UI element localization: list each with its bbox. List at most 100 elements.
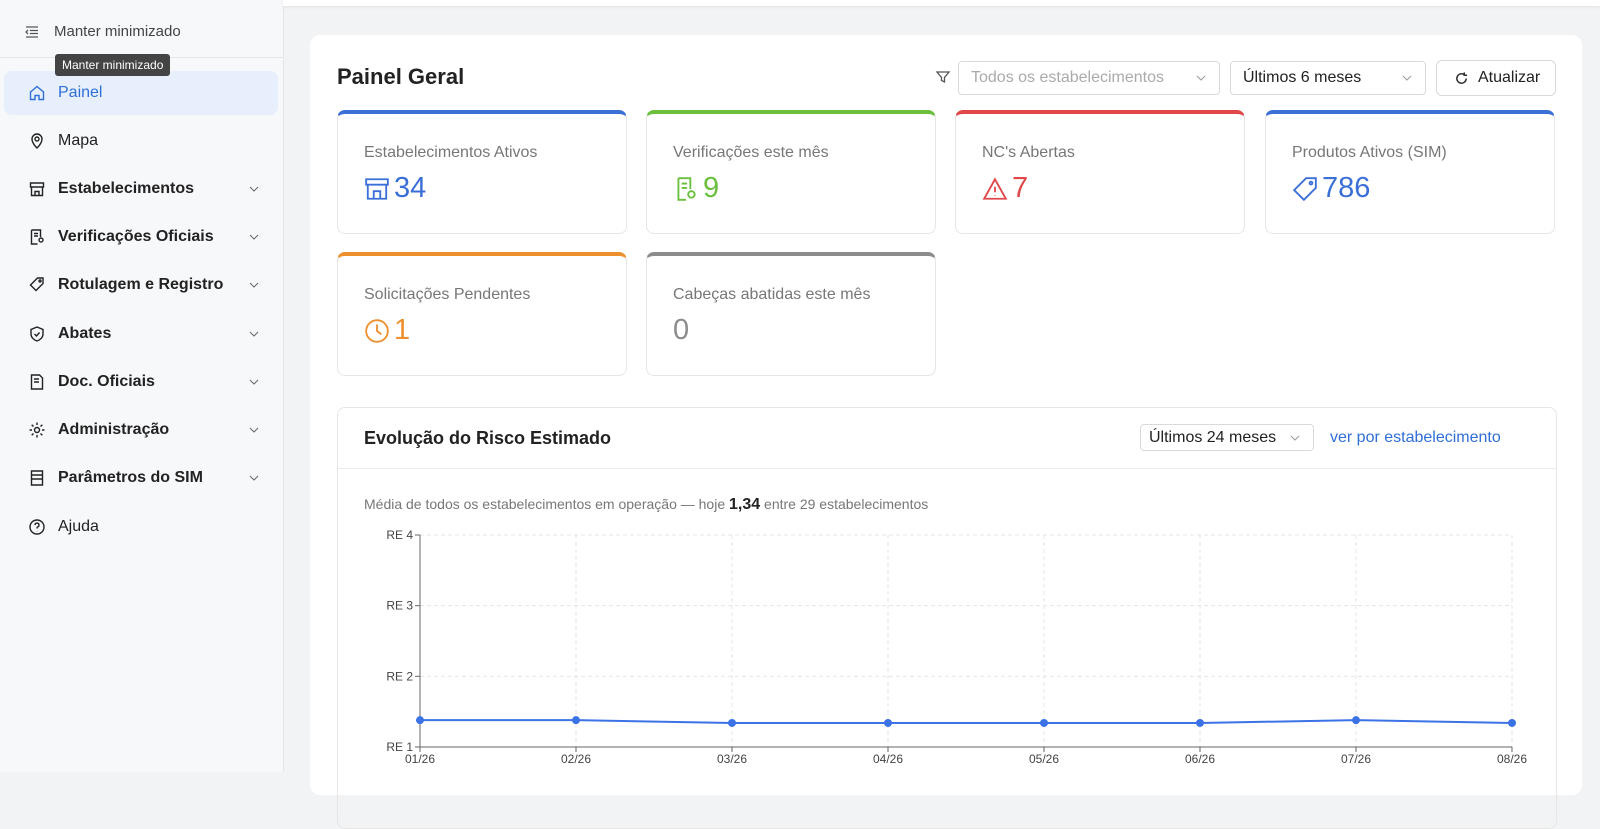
kpi-value-row: 34 bbox=[364, 172, 426, 205]
chevron bbox=[249, 331, 259, 337]
card-title: Evolução do Risco Estimado bbox=[364, 428, 612, 448]
nav-icon bbox=[29, 519, 45, 535]
x-tick-label: 02/26 bbox=[561, 752, 591, 766]
collapse-toggle[interactable]: Manter minimizado bbox=[24, 23, 181, 40]
kpi-value: 786 bbox=[1322, 172, 1371, 204]
period-select[interactable]: Últimos 6 meses bbox=[1230, 61, 1426, 95]
nav-icon bbox=[31, 133, 43, 149]
x-tick-label: 06/26 bbox=[1185, 752, 1215, 766]
nav-label: Doc. Oficiais bbox=[58, 373, 155, 390]
data-point bbox=[1352, 716, 1360, 725]
collapse-icon bbox=[25, 25, 38, 38]
nav-label: Abates bbox=[58, 325, 112, 342]
collapse-label: Manter minimizado bbox=[54, 23, 181, 40]
link[interactable]: ver por estabelecimento bbox=[1330, 429, 1501, 446]
data-point bbox=[1196, 718, 1204, 727]
data-line bbox=[420, 719, 1513, 724]
sidebar: Manter minimizado Painel Mapa Estabelecime… bbox=[0, 0, 284, 772]
nav-item[interactable]: Rotulagem e Registro bbox=[4, 263, 278, 307]
kpi-label: Cabeças abatidas este mês bbox=[673, 286, 871, 303]
nav-icon bbox=[30, 326, 44, 342]
data-point bbox=[416, 716, 424, 725]
x-tick-label: 08/26 bbox=[1497, 752, 1527, 766]
nav-item[interactable]: Doc. Oficiais bbox=[4, 360, 278, 404]
page-title: Painel Geral bbox=[337, 64, 465, 89]
x-tick-label: 05/26 bbox=[1029, 752, 1059, 766]
kpi-card: Produtos Ativos (SIM) 786 bbox=[1265, 110, 1555, 234]
kpi-value-row: 1 bbox=[364, 314, 410, 347]
kpi-value: 1 bbox=[394, 314, 411, 346]
select-value: Últimos 6 meses bbox=[1243, 69, 1362, 86]
filter-icon bbox=[935, 71, 951, 84]
kpi-value-row: 9 bbox=[673, 172, 719, 205]
button-label: Atualizar bbox=[1478, 69, 1541, 86]
data-point bbox=[572, 716, 580, 725]
kpi-value-row: 7 bbox=[982, 172, 1028, 205]
kpi-icon bbox=[365, 177, 389, 200]
nav-icon bbox=[29, 422, 45, 438]
nav-icon bbox=[29, 85, 45, 101]
y-tick-label: RE 4 bbox=[386, 528, 413, 542]
nav-label: Parâmetros do SIM bbox=[58, 469, 203, 486]
kpi-value: 0 bbox=[673, 314, 690, 346]
risk-card: Evolução do Risco Estimado Últimos 24 me… bbox=[337, 407, 1557, 829]
nav-item[interactable]: Administração bbox=[4, 408, 278, 452]
nav-label: Estabelecimentos bbox=[58, 180, 195, 197]
kpi-card: NC's Abertas 7 bbox=[955, 110, 1245, 234]
chevron bbox=[249, 234, 259, 240]
nav-icon bbox=[29, 182, 45, 197]
kpi-icon bbox=[1292, 176, 1317, 201]
kpi-value-row: 786 bbox=[1292, 172, 1370, 205]
range-select[interactable]: Últimos 24 meses bbox=[1140, 424, 1314, 451]
nav-item[interactable]: Parâmetros do SIM bbox=[4, 456, 278, 500]
nav-item[interactable]: Verificações Oficiais bbox=[4, 215, 278, 259]
chevron bbox=[249, 379, 259, 385]
chevron bbox=[1196, 75, 1206, 81]
refresh-button[interactable]: Atualizar bbox=[1436, 60, 1556, 96]
y-tick-label: RE 1 bbox=[386, 740, 413, 754]
nav-label: Painel bbox=[58, 84, 103, 101]
kpi-label: Solicitações Pendentes bbox=[364, 286, 531, 303]
chart: RE 1 RE 2 RE 3 RE 4 01/26 02/26 03/26 04/26 05/2… bbox=[386, 528, 1527, 766]
nav-item[interactable]: Mapa bbox=[4, 119, 278, 163]
establishment-select[interactable]: Todos os estabelecimentos bbox=[958, 61, 1220, 95]
kpi-value: 7 bbox=[1012, 172, 1029, 204]
nav-item[interactable]: Estabelecimentos bbox=[4, 167, 278, 211]
chevron bbox=[249, 282, 259, 288]
chart-subtitle: Média de todos os estabelecimentos em op… bbox=[364, 496, 928, 514]
tooltip: Manter minimizado bbox=[55, 54, 171, 76]
select-value: Últimos 24 meses bbox=[1149, 428, 1277, 446]
nav-item[interactable]: Painel bbox=[4, 71, 278, 115]
refresh-icon bbox=[1456, 71, 1468, 84]
nav-label: Verificações Oficiais bbox=[58, 228, 214, 245]
chevron bbox=[249, 186, 259, 192]
data-point bbox=[1040, 718, 1048, 727]
kpi-value: 9 bbox=[703, 172, 720, 204]
x-tick-label: 01/26 bbox=[405, 752, 435, 766]
chevron bbox=[249, 427, 259, 433]
nav-label: Ajuda bbox=[58, 518, 99, 535]
nav-icon bbox=[30, 374, 44, 390]
nav-label: Rotulagem e Registro bbox=[58, 276, 224, 293]
select-placeholder: Todos os estabelecimentos bbox=[971, 69, 1164, 86]
kpi-value: 34 bbox=[394, 172, 427, 204]
kpi-icon bbox=[365, 318, 389, 343]
kpi-card: Solicitações Pendentes 1 bbox=[337, 252, 627, 376]
today-value: 1,34 bbox=[729, 496, 761, 513]
chevron bbox=[249, 475, 259, 481]
y-tick-label: RE 3 bbox=[386, 599, 413, 613]
kpi-icon bbox=[677, 176, 696, 201]
data-point bbox=[1508, 718, 1516, 727]
nav-icon bbox=[29, 277, 44, 292]
nav-item[interactable]: Ajuda bbox=[4, 505, 278, 549]
nav-item[interactable]: Abates bbox=[4, 312, 278, 356]
kpi-card: Estabelecimentos Ativos 34 bbox=[337, 110, 627, 234]
kpi-label: NC's Abertas bbox=[982, 144, 1075, 161]
data-point bbox=[884, 718, 892, 727]
kpi-value-row: 0 bbox=[673, 314, 689, 347]
nav-label: Mapa bbox=[58, 132, 99, 149]
top-bar bbox=[283, 0, 1600, 6]
kpi-label: Verificações este mês bbox=[673, 144, 829, 161]
chevron bbox=[1290, 435, 1300, 441]
